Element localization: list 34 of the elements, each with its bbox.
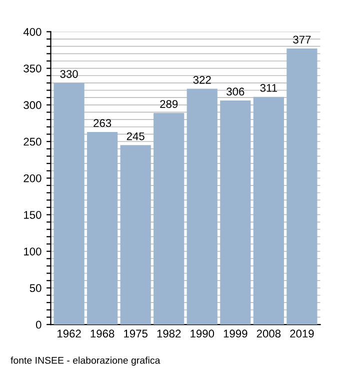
source-note: fonte INSEE - elaborazione grafica (10, 356, 160, 366)
x-tick-label: 1982 (157, 330, 181, 338)
data-label: 311 (260, 84, 277, 92)
y-tick-label: 400 (23, 28, 42, 36)
data-label: 377 (293, 36, 311, 44)
x-tick-label: 2008 (256, 330, 281, 338)
data-label: 306 (226, 88, 244, 96)
data-label: 322 (193, 76, 211, 84)
x-tick-label: 1975 (124, 330, 148, 338)
y-tick-label: 250 (24, 138, 42, 146)
data-label: 263 (94, 119, 112, 128)
bar (286, 48, 318, 325)
y-tick-label: 100 (24, 248, 42, 256)
x-tick-label: 1999 (224, 330, 248, 338)
x-tick-label: 1990 (190, 330, 214, 338)
data-label: 245 (126, 132, 144, 140)
y-tick-label: 300 (24, 101, 42, 110)
y-tick-label: 350 (24, 64, 42, 72)
data-label: 289 (160, 100, 178, 108)
bar (220, 100, 251, 325)
bar (54, 82, 84, 325)
bar (253, 96, 284, 325)
y-tick-label: 200 (24, 174, 42, 182)
bar (186, 88, 218, 325)
y-tick-label: 50 (30, 284, 42, 292)
bar (87, 132, 118, 325)
y-tick-label: 0 (36, 320, 42, 329)
x-tick-label: 2019 (290, 330, 314, 338)
x-tick-label: 1962 (58, 330, 81, 338)
x-tick-label: 1968 (90, 330, 114, 338)
bar (120, 145, 151, 325)
bar (154, 112, 184, 325)
y-tick-label: 150 (24, 210, 42, 219)
data-label: 330 (60, 70, 78, 78)
